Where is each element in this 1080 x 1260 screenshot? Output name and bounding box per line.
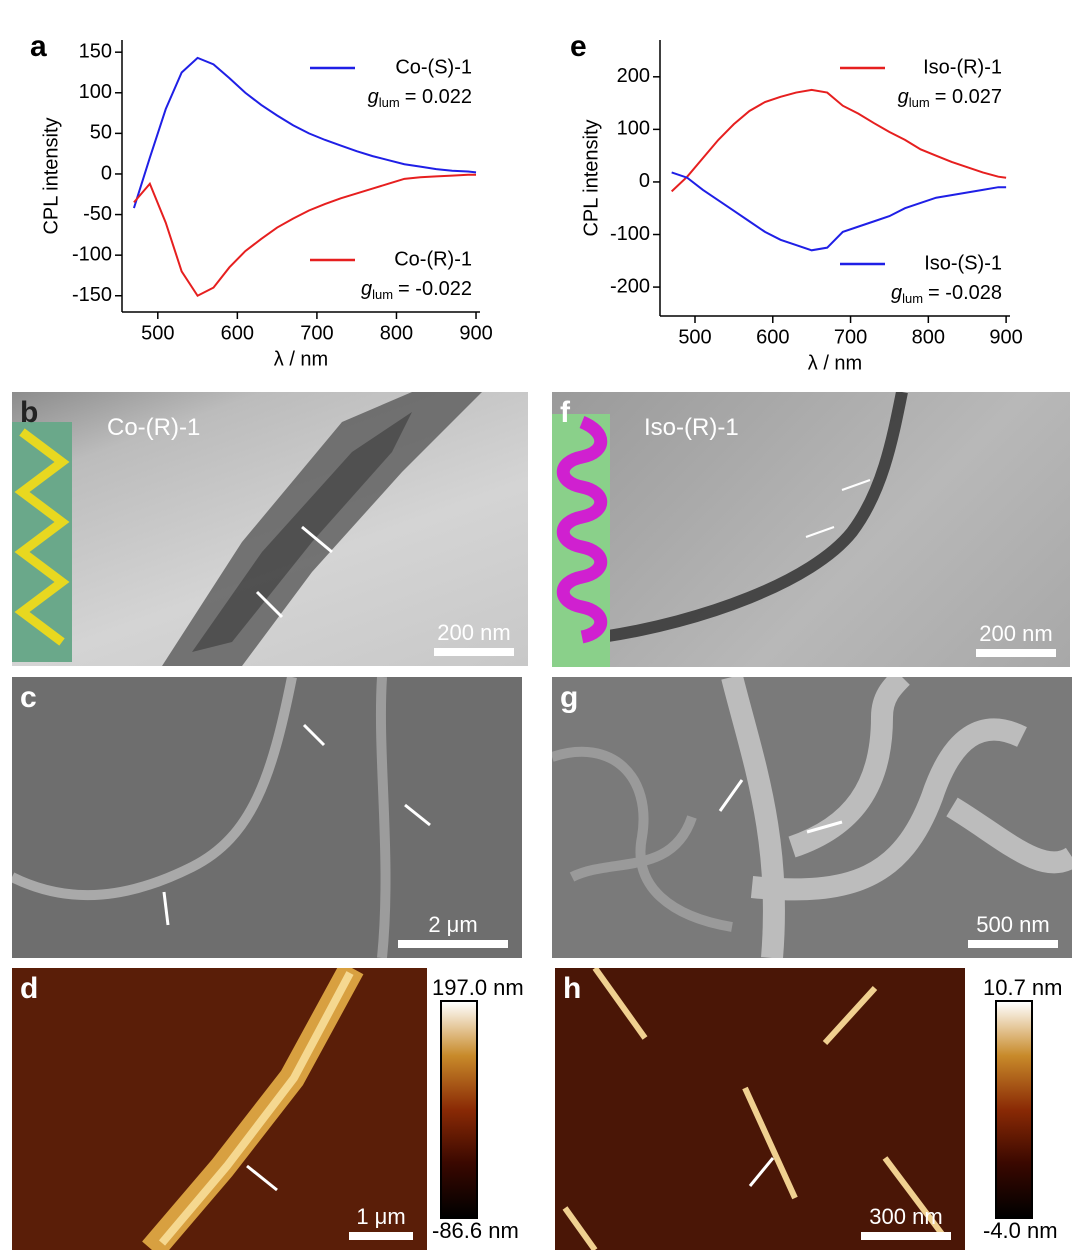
y-tick-label: -200 bbox=[610, 275, 650, 297]
colorbar-min: -86.6 nm bbox=[432, 1218, 519, 1243]
annotation-symbol: g bbox=[898, 86, 909, 108]
scale-bar: 1 μm bbox=[349, 1204, 413, 1240]
scale-bar: 200 nm bbox=[976, 621, 1056, 657]
panel-label: d bbox=[20, 972, 39, 1005]
series-line bbox=[133, 173, 477, 298]
y-tick-label: 50 bbox=[90, 122, 112, 144]
scale-bar-line bbox=[434, 648, 514, 656]
y-tick-label: -150 bbox=[72, 284, 112, 306]
x-tick-label: 800 bbox=[912, 326, 945, 348]
annotation-text: = -0.022 bbox=[398, 278, 472, 300]
sem-fibers bbox=[12, 677, 431, 958]
x-tick-label: 500 bbox=[678, 326, 711, 348]
y-tick-label: -100 bbox=[610, 223, 650, 245]
annotation-subscript: lum bbox=[909, 95, 930, 110]
colorbar-min: -4.0 nm bbox=[983, 1218, 1058, 1243]
sem-fibers bbox=[552, 677, 1072, 958]
legend-label: Iso-(S)-1 bbox=[924, 252, 1002, 274]
scale-bar-label: 500 nm bbox=[976, 912, 1050, 937]
panel-label: e bbox=[570, 30, 587, 63]
scale-bar-line bbox=[968, 940, 1058, 948]
x-tick-label: 700 bbox=[300, 322, 333, 344]
series-line bbox=[132, 56, 477, 209]
legend-label: Iso-(R)-1 bbox=[923, 56, 1002, 78]
sem-image: g 500 nm bbox=[552, 677, 1072, 958]
scale-bar-label: 300 nm bbox=[869, 1204, 943, 1229]
y-tick-label: 100 bbox=[79, 81, 112, 103]
scale-bar: 500 nm bbox=[968, 912, 1058, 948]
sample-label: Co-(R)-1 bbox=[107, 414, 201, 441]
cpl-charts: -150 -100 -50 0 50 100 150 500 600 700 800 900 a CPL … bbox=[30, 30, 1023, 374]
x-tick-label: 900 bbox=[459, 322, 492, 344]
tem-image: b Co-(R)-1 200 nm bbox=[12, 392, 528, 666]
x-axis-label: λ / nm bbox=[808, 352, 862, 374]
annotation-symbol: g bbox=[361, 278, 372, 300]
scale-bar-label: 200 nm bbox=[437, 620, 511, 645]
scale-bar-line bbox=[398, 940, 508, 948]
tem-fiber bbox=[12, 392, 482, 666]
x-tick-label: 600 bbox=[221, 322, 254, 344]
y-axis-label: CPL intensity bbox=[40, 117, 62, 234]
scale-bar: 300 nm bbox=[861, 1204, 951, 1240]
scale-bar: 2 μm bbox=[398, 912, 508, 948]
y-tick-label: -100 bbox=[72, 243, 112, 265]
scale-bar-line bbox=[861, 1232, 951, 1240]
panel-label: f bbox=[560, 396, 570, 429]
scale-bar-label: 200 nm bbox=[979, 621, 1053, 646]
annotation-text: = -0.028 bbox=[928, 282, 1002, 304]
afm-fibers bbox=[562, 968, 948, 1250]
annotation-symbol: g bbox=[368, 86, 379, 108]
scale-bar: 200 nm bbox=[434, 620, 514, 656]
x-tick-label: 500 bbox=[141, 322, 174, 344]
scale-bar-line bbox=[976, 649, 1056, 657]
x-tick-label: 700 bbox=[834, 326, 867, 348]
colorbar bbox=[995, 1000, 1033, 1219]
x-axis-label: λ / nm bbox=[274, 348, 328, 370]
afm-fiber bbox=[142, 968, 364, 1250]
y-tick-label: -50 bbox=[83, 203, 112, 225]
y-tick-label: 0 bbox=[101, 162, 112, 184]
colorbar bbox=[440, 1000, 478, 1219]
annotation-symbol: g bbox=[891, 282, 902, 304]
annotation-subscript: lum bbox=[372, 287, 393, 302]
x-tick-label: 600 bbox=[756, 326, 789, 348]
series-line bbox=[670, 88, 1007, 193]
y-axis-label: CPL intensity bbox=[580, 119, 602, 236]
annotation-subscript: lum bbox=[902, 291, 923, 306]
annotation: glum = 0.027 bbox=[898, 86, 1002, 110]
y-tick-label: 100 bbox=[617, 118, 650, 140]
panel-label: c bbox=[20, 681, 37, 714]
tem-image: f Iso-(R)-1 200 nm bbox=[552, 392, 1070, 667]
legend-label: Co-(R)-1 bbox=[394, 248, 472, 270]
panel-label: g bbox=[560, 681, 579, 714]
y-tick-label: 0 bbox=[639, 170, 650, 192]
panel-label: h bbox=[563, 972, 582, 1005]
y-tick-label: 200 bbox=[617, 65, 650, 87]
colorbar-max: 10.7 nm bbox=[983, 975, 1063, 1000]
sem-image: c 2 μm bbox=[12, 677, 522, 958]
afm-image: h 300 nm bbox=[555, 968, 965, 1250]
series-line bbox=[671, 171, 1007, 252]
annotation: glum = -0.028 bbox=[891, 282, 1002, 306]
sample-label: Iso-(R)-1 bbox=[644, 414, 739, 441]
scale-bar-label: 2 μm bbox=[428, 912, 478, 937]
scale-bar-label: 1 μm bbox=[356, 1204, 406, 1229]
annotation: glum = -0.022 bbox=[361, 278, 472, 302]
scale-bar-line bbox=[349, 1232, 413, 1240]
annotation-subscript: lum bbox=[379, 95, 400, 110]
annotation: glum = 0.022 bbox=[368, 86, 472, 110]
colorbar-max: 197.0 nm bbox=[432, 975, 524, 1000]
annotation-text: = 0.027 bbox=[935, 86, 1002, 108]
panel-label: b bbox=[20, 396, 39, 429]
annotation-text: = 0.022 bbox=[405, 86, 472, 108]
x-tick-label: 800 bbox=[380, 322, 413, 344]
y-tick-label: 150 bbox=[79, 40, 112, 62]
afm-image: d 1 μm bbox=[12, 968, 427, 1250]
panel-label: a bbox=[30, 30, 47, 63]
legend-label: Co-(S)-1 bbox=[395, 56, 472, 78]
tem-fiber bbox=[552, 392, 908, 667]
x-tick-label: 900 bbox=[989, 326, 1022, 348]
